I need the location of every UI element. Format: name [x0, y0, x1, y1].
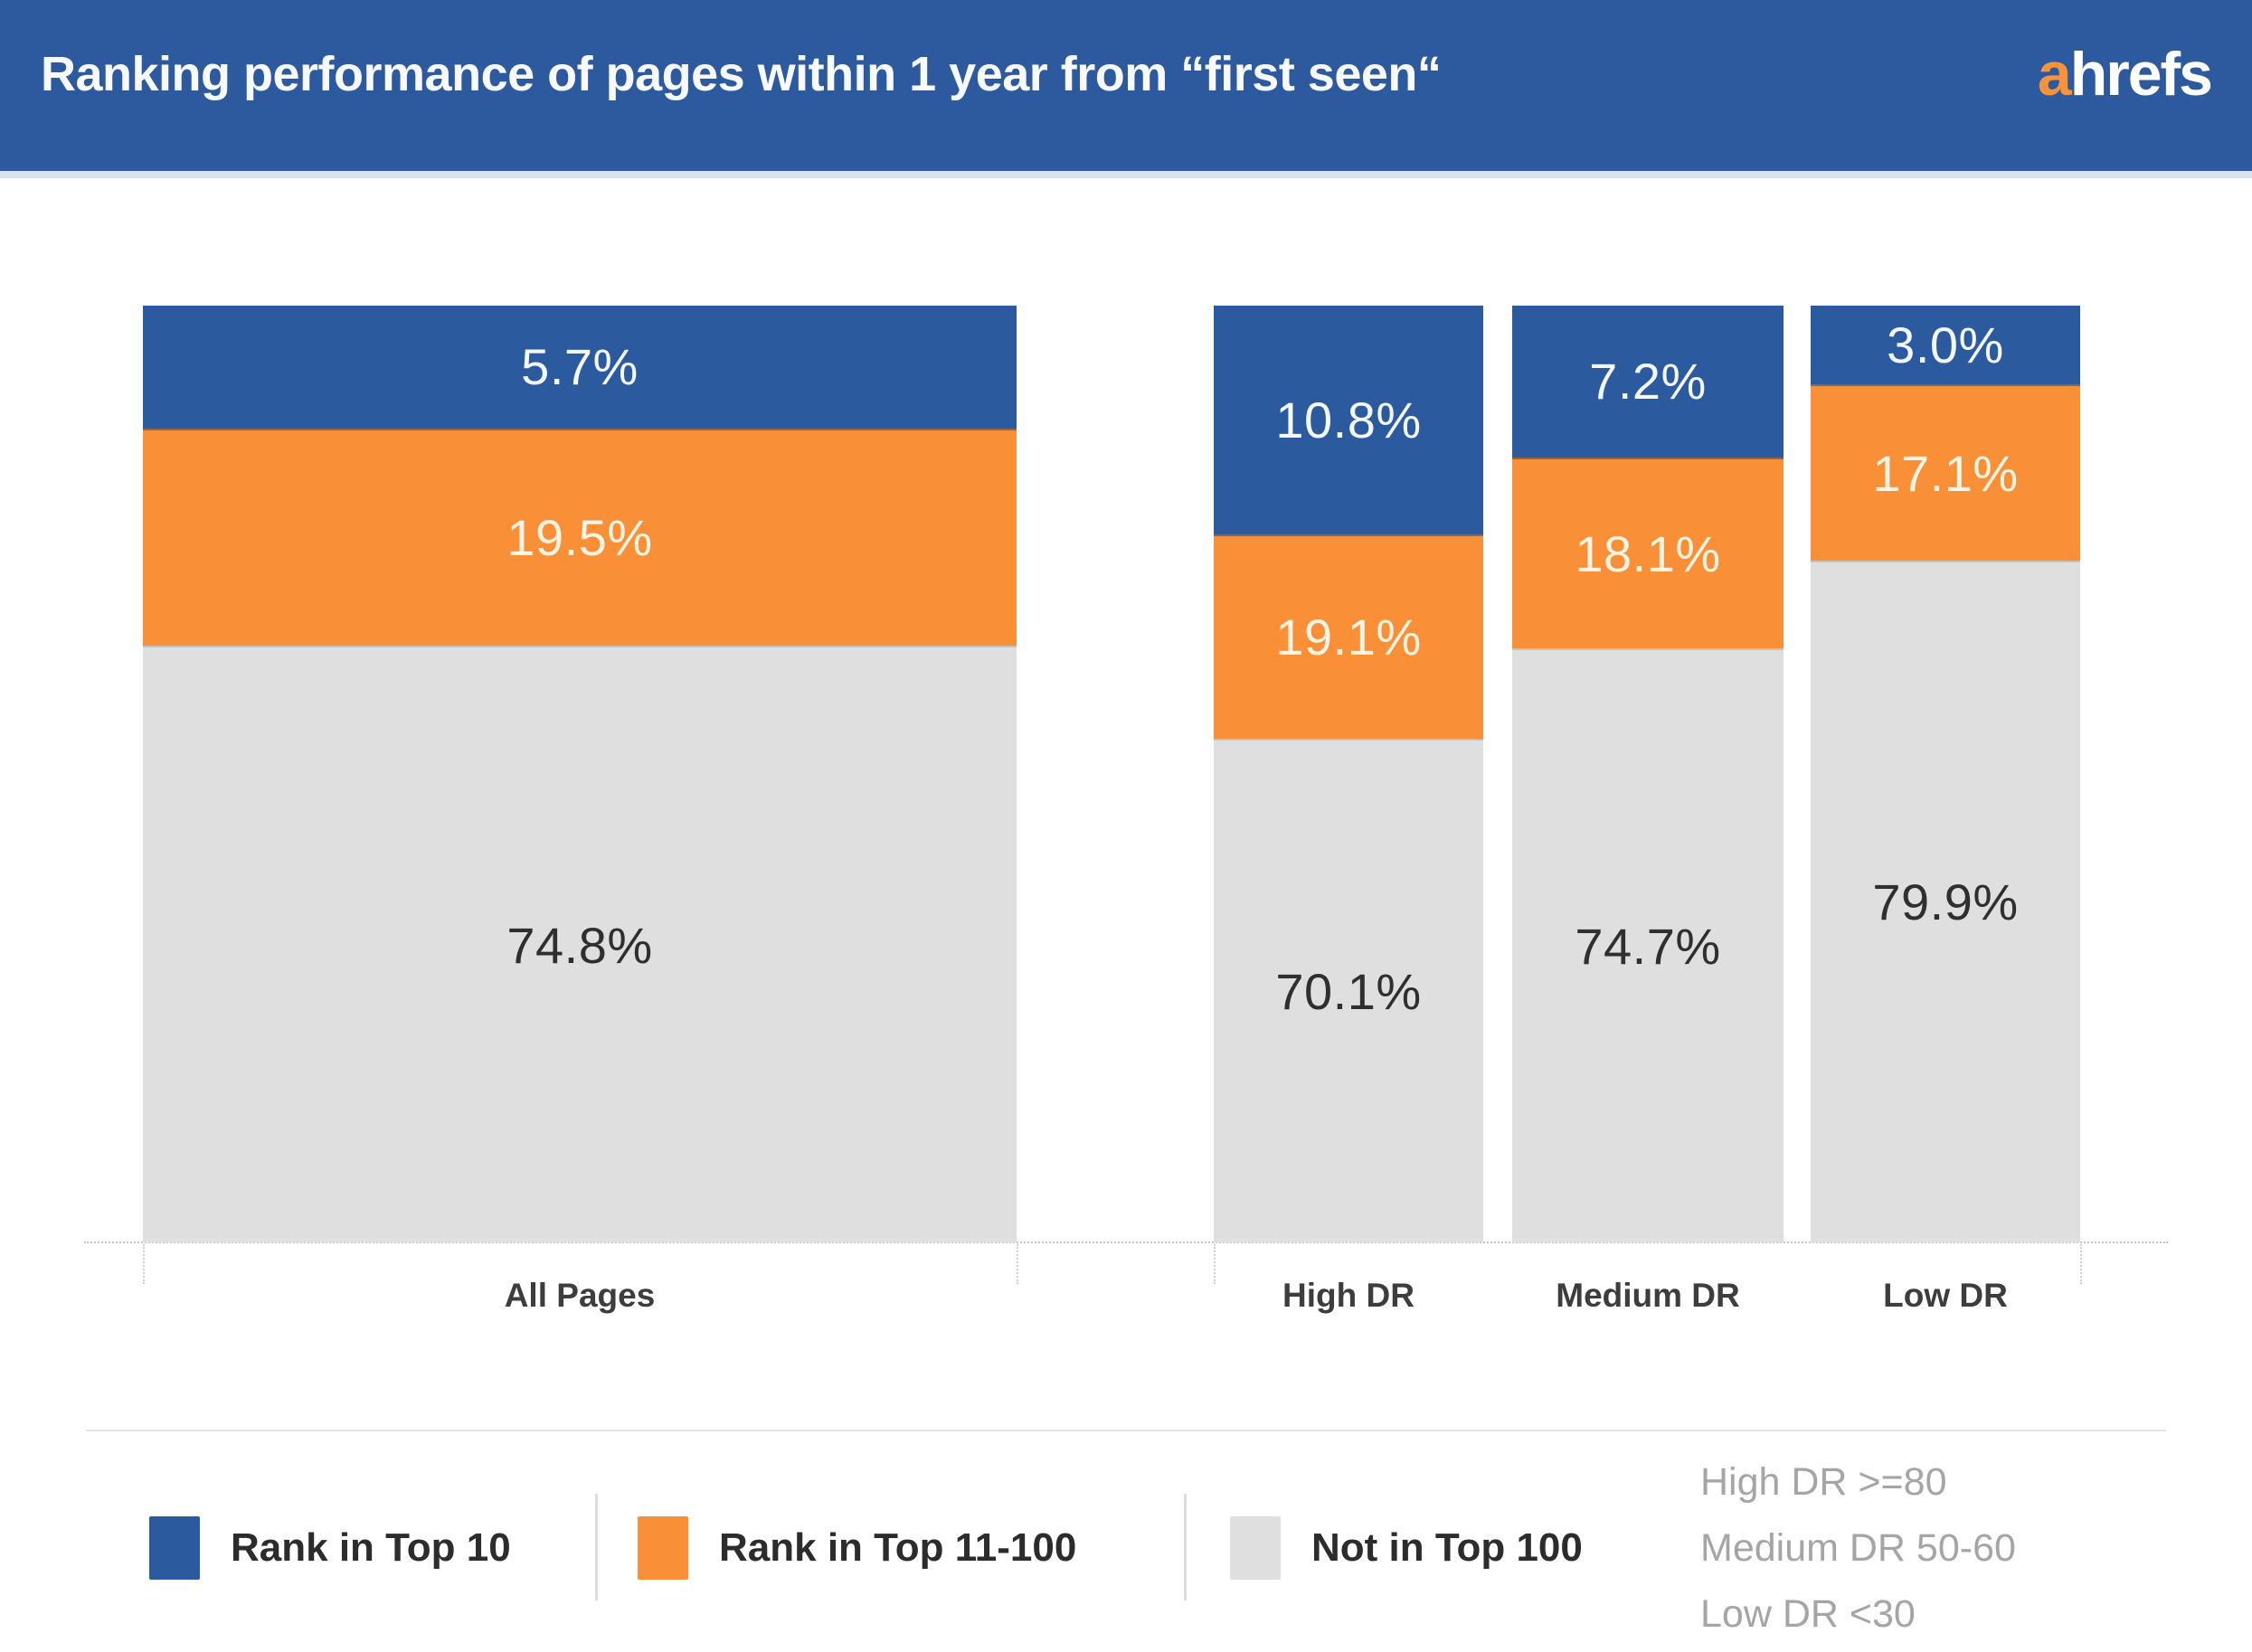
legend-separator-line	[86, 1430, 2166, 1431]
segment-value-label: 74.8%	[506, 916, 653, 974]
segment-rank-in-top-10: 10.8%	[1214, 306, 1483, 534]
legend-label: Rank in Top 11-100	[719, 1525, 1077, 1570]
dr-note-line: Low DR <30	[1700, 1592, 1916, 1636]
segment-value-label: 19.5%	[506, 509, 653, 567]
segment-value-label: 79.9%	[1872, 873, 2019, 931]
legend-item-rank-in-top-11-100: Rank in Top 11-100	[638, 1516, 1076, 1580]
x-axis-line	[84, 1241, 2168, 1243]
x-axis-label-medium-dr: Medium DR	[1556, 1277, 1740, 1314]
bar-high-dr: 10.8% 19.1% 70.1%	[1214, 306, 1483, 1242]
segment-value-label: 10.8%	[1275, 391, 1422, 448]
legend-label: Rank in Top 10	[231, 1525, 511, 1570]
segment-not-in-top-100: 74.7%	[1512, 648, 1784, 1242]
x-axis-tick	[1214, 1244, 1216, 1284]
bar-all-pages: 5.7% 19.5% 74.8%	[143, 306, 1017, 1242]
segment-rank-in-top-11-100: 17.1%	[1811, 384, 2080, 561]
segment-value-label: 19.1%	[1275, 609, 1422, 666]
chart-title: Ranking performance of pages within 1 ye…	[41, 46, 1442, 101]
segment-not-in-top-100: 74.8%	[143, 646, 1017, 1242]
segment-rank-in-top-10: 3.0%	[1811, 306, 2080, 385]
dr-note-line: High DR >=80	[1700, 1460, 1947, 1504]
segment-value-label: 17.1%	[1872, 444, 2019, 502]
legend-swatch-rank-in-top-11-100	[638, 1516, 688, 1580]
x-axis-tick	[143, 1244, 145, 1284]
x-axis-label-high-dr: High DR	[1282, 1277, 1415, 1314]
segment-value-label: 3.0%	[1887, 316, 2004, 373]
segment-rank-in-top-10: 7.2%	[1512, 306, 1784, 458]
ahrefs-logo-text: hrefs	[2069, 39, 2213, 109]
legend-divider	[595, 1494, 598, 1600]
segment-value-label: 5.7%	[521, 338, 639, 396]
legend-swatch-rank-in-top-10	[149, 1516, 200, 1580]
segment-value-label: 74.7%	[1575, 918, 1721, 976]
segment-rank-in-top-11-100: 19.1%	[1214, 533, 1483, 739]
segment-value-label: 18.1%	[1575, 525, 1721, 582]
legend-item-rank-in-top-10: Rank in Top 10	[149, 1516, 511, 1580]
legend-divider	[1184, 1494, 1187, 1600]
segment-rank-in-top-11-100: 18.1%	[1512, 457, 1784, 649]
header-bar: Ranking performance of pages within 1 ye…	[0, 0, 2252, 178]
segment-value-label: 7.2%	[1589, 353, 1707, 411]
x-axis-label-all-pages: All Pages	[504, 1277, 656, 1314]
x-axis-label-low-dr: Low DR	[1883, 1277, 2008, 1314]
segment-rank-in-top-11-100: 19.5%	[143, 428, 1017, 647]
legend-label: Not in Top 100	[1311, 1525, 1583, 1570]
segment-not-in-top-100: 79.9%	[1811, 560, 2080, 1242]
legend-swatch-not-in-top-100	[1230, 1516, 1281, 1580]
segment-value-label: 70.1%	[1275, 962, 1422, 1020]
ahrefs-logo-a: a	[2037, 39, 2072, 109]
x-axis-tick	[2080, 1244, 2082, 1284]
bar-medium-dr: 7.2% 18.1% 74.7%	[1512, 306, 1784, 1242]
x-axis-tick	[1017, 1244, 1018, 1284]
segment-rank-in-top-10: 5.7%	[143, 306, 1017, 429]
ahrefs-logo: ahrefs	[2037, 39, 2213, 109]
legend-item-not-in-top-100: Not in Top 100	[1230, 1516, 1583, 1580]
dr-threshold-notes: High DR >=80 Medium DR 50-60 Low DR <30	[1700, 1449, 2016, 1647]
bar-low-dr: 3.0% 17.1% 79.9%	[1811, 306, 2080, 1242]
segment-not-in-top-100: 70.1%	[1214, 738, 1483, 1242]
dr-note-line: Medium DR 50-60	[1700, 1526, 2016, 1570]
